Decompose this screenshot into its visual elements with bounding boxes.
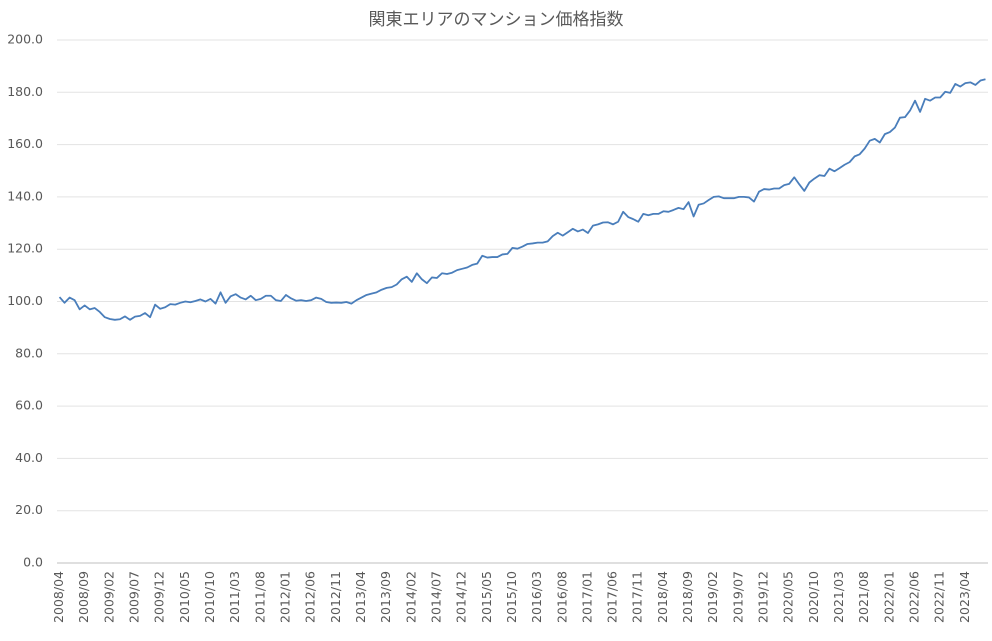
y-tick-label: 140.0	[7, 188, 43, 203]
y-tick-label: 100.0	[7, 293, 43, 308]
x-tick-label: 2020/10	[806, 571, 821, 623]
x-tick-label: 2022/06	[907, 571, 922, 623]
x-tick-label: 2021/08	[856, 571, 871, 623]
x-tick-label: 2019/12	[756, 571, 771, 623]
x-tick-label: 2013/04	[353, 571, 368, 623]
x-tick-label: 2015/10	[504, 571, 519, 623]
data-line	[58, 78, 986, 321]
y-tick-label: 0.0	[23, 555, 43, 570]
x-tick-label: 2012/06	[303, 571, 318, 623]
x-tick-label: 2021/03	[831, 571, 846, 623]
x-tick-label: 2010/05	[177, 571, 192, 623]
x-tick-label: 2009/12	[152, 571, 167, 623]
x-tick-label: 2009/07	[127, 571, 142, 623]
y-tick-label: 60.0	[15, 398, 43, 413]
x-tick-label: 2018/04	[655, 571, 670, 623]
x-tick-label: 2017/06	[605, 571, 620, 623]
x-tick-label: 2014/12	[454, 571, 469, 623]
y-tick-label: 160.0	[7, 136, 43, 151]
y-tick-label: 80.0	[15, 345, 43, 360]
x-tick-label: 2018/09	[680, 571, 695, 623]
x-tick-label: 2011/03	[227, 571, 242, 623]
x-tick-label: 2016/08	[554, 571, 569, 623]
x-tick-label: 2008/09	[76, 571, 91, 623]
x-tick-label: 2012/01	[277, 571, 292, 623]
y-tick-label: 20.0	[15, 502, 43, 517]
x-tick-label: 2019/07	[730, 571, 745, 623]
y-tick-label: 180.0	[7, 84, 43, 99]
chart-title: 関東エリアのマンション価格指数	[369, 10, 624, 30]
x-tick-label: 2012/11	[328, 571, 343, 623]
y-tick-label: 40.0	[15, 450, 43, 465]
x-tick-label: 2015/05	[479, 571, 494, 623]
x-tick-label: 2020/05	[781, 571, 796, 623]
x-tick-label: 2009/02	[101, 571, 116, 623]
x-tick-label: 2017/01	[579, 571, 594, 623]
x-tick-label: 2013/09	[378, 571, 393, 623]
x-tick-label: 2022/11	[932, 571, 947, 623]
y-tick-label: 120.0	[7, 241, 43, 256]
x-tick-label: 2019/02	[705, 571, 720, 623]
x-tick-label: 2022/01	[881, 571, 896, 623]
x-tick-label: 2023/04	[957, 571, 972, 623]
y-tick-label: 200.0	[7, 32, 43, 47]
x-tick-label: 2010/10	[202, 571, 217, 623]
x-tick-label: 2017/11	[630, 571, 645, 623]
x-tick-label: 2014/02	[403, 571, 418, 623]
x-tick-label: 2011/08	[252, 571, 267, 623]
x-tick-label: 2008/04	[51, 571, 66, 623]
x-tick-label: 2014/07	[428, 571, 443, 623]
x-tick-label: 2016/03	[529, 571, 544, 623]
